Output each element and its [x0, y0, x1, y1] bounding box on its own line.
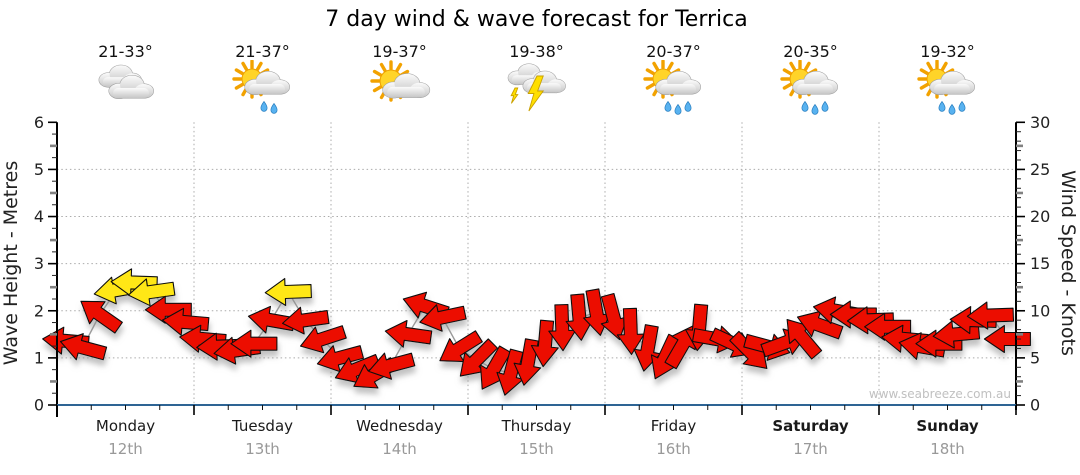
wind-arrow [983, 324, 1031, 354]
wind-arrow [316, 345, 365, 373]
weather-icon-showers [742, 59, 879, 116]
day-label: Friday [650, 417, 697, 435]
svg-text:6: 6 [34, 113, 44, 132]
svg-text:0: 0 [1030, 396, 1040, 415]
gridlines [57, 122, 1016, 405]
date-label: 15th [519, 440, 554, 458]
weather-icon-showers [879, 59, 1016, 116]
svg-text:5: 5 [1030, 348, 1040, 367]
day-label: Thursday [501, 417, 572, 435]
date-label: 14th [382, 440, 417, 458]
svg-text:0: 0 [34, 396, 44, 415]
wind-arrow [264, 277, 312, 307]
weather-icon-thunderstorm [468, 60, 605, 116]
watermark: www.seabreeze.com.au [869, 387, 1011, 401]
wind-arrow [80, 300, 123, 334]
weather-icon-cloudy [57, 60, 194, 116]
right-axis-label: Wind Speed - Knots [1057, 170, 1079, 356]
wind-arrow [459, 338, 499, 377]
wind-arrow [334, 354, 382, 384]
day-label: Tuesday [231, 417, 294, 435]
temp-range: 19-37° [372, 42, 427, 61]
day-label: Saturday [772, 417, 849, 435]
wind-arrow [548, 303, 577, 352]
wind-arrow-series [42, 268, 1031, 396]
wind-arrow [127, 278, 176, 307]
wind-arrow [144, 295, 192, 324]
date-label: 16th [656, 440, 691, 458]
weather-icon-showers [194, 59, 331, 116]
svg-text:10: 10 [1030, 301, 1050, 320]
svg-text:5: 5 [34, 160, 44, 179]
temp-range: 20-35° [783, 42, 838, 61]
wind-arrow [230, 329, 278, 358]
svg-text:30: 30 [1030, 113, 1050, 132]
wind-arrow [281, 306, 330, 335]
left-axis-label: Wave Height - Metres [0, 161, 22, 365]
day-label: Wednesday [356, 417, 443, 435]
wind-arrow [796, 310, 844, 340]
wind-arrow [384, 319, 433, 348]
svg-text:20: 20 [1030, 207, 1050, 226]
wind-arrow [439, 330, 483, 363]
date-label: 17th [793, 440, 828, 458]
temp-range: 19-38° [509, 42, 564, 61]
wind-arrow [59, 333, 108, 361]
wind-arrow [496, 348, 524, 396]
svg-text:1: 1 [34, 348, 44, 367]
wind-arrow [368, 352, 416, 380]
date-label: 18th [930, 440, 965, 458]
weather-icon-partly-cloudy [331, 60, 468, 116]
wind-arrow [616, 307, 645, 356]
day-label: Sunday [916, 417, 979, 435]
svg-text:25: 25 [1030, 160, 1050, 179]
temp-range: 19-32° [920, 42, 975, 61]
wind-arrow [299, 325, 347, 354]
svg-text:15: 15 [1030, 254, 1050, 273]
date-label: 13th [245, 440, 280, 458]
weather-icon-showers [605, 59, 742, 116]
date-label: 12th [108, 440, 143, 458]
temp-range: 20-37° [646, 42, 701, 61]
wind-arrow [786, 319, 823, 360]
svg-text:4: 4 [34, 207, 44, 226]
temp-range: 21-37° [235, 42, 290, 61]
page-title: 7 day wind & wave forecast for Terrica [325, 7, 748, 32]
wind-arrow [966, 301, 1015, 330]
svg-text:2: 2 [34, 301, 44, 320]
day-label: Monday [95, 417, 156, 435]
axes: 0 1 2 3 4 5 6 0 5 10 15 20 25 30 [34, 113, 1050, 417]
wind-arrow [600, 292, 628, 341]
svg-text:3: 3 [34, 254, 44, 273]
temp-range: 21-33° [98, 42, 153, 61]
wind-arrow [864, 312, 912, 341]
wind-arrow [419, 304, 467, 332]
